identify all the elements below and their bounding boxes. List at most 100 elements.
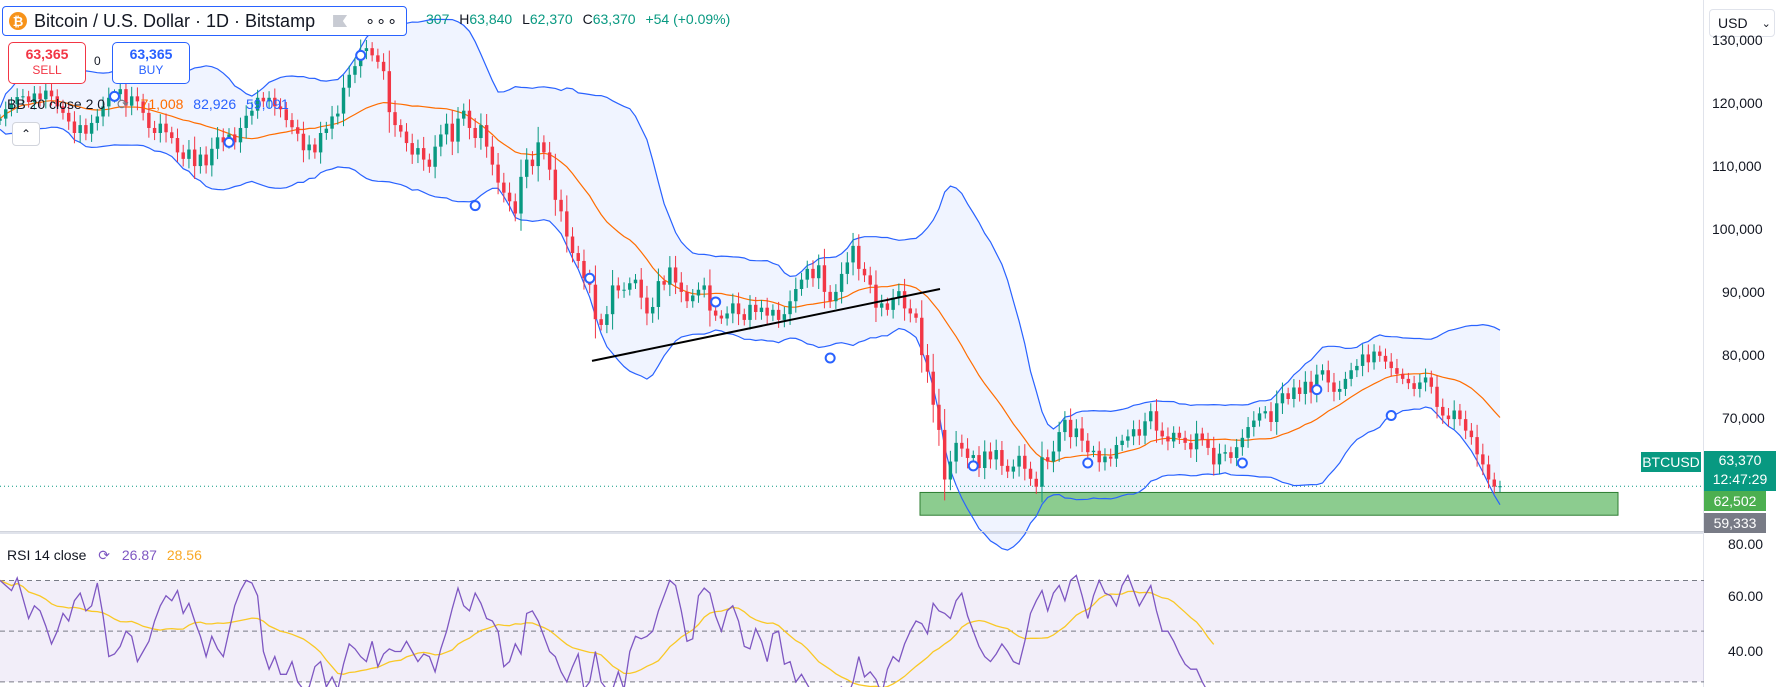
- candle-body: [284, 109, 288, 121]
- currency-select[interactable]: USD ⌄: [1709, 9, 1775, 37]
- price-axis-label: 90,000: [1722, 284, 1765, 300]
- pane-separator[interactable]: [0, 531, 1704, 532]
- candle-body: [307, 144, 311, 151]
- signal-marker: [584, 272, 596, 284]
- bb-legend[interactable]: BB 20 close 2 0 ⟳ 71,008 82,926 59,091: [7, 96, 289, 113]
- candle-body: [1252, 420, 1256, 428]
- candle-body: [942, 429, 947, 480]
- candle-body: [221, 137, 225, 143]
- candle-body: [885, 303, 890, 310]
- candle-body: [1080, 428, 1084, 441]
- candle-body: [1498, 486, 1502, 488]
- candle-body: [1200, 433, 1205, 440]
- high-value: 63,840: [469, 11, 513, 27]
- ellipsis-icon[interactable]: ∘∘∘: [365, 13, 399, 30]
- signal-marker: [1311, 384, 1323, 396]
- candle-body: [530, 159, 535, 167]
- candle-body: [135, 96, 140, 102]
- rsi-line: [0, 573, 1206, 687]
- candle-body: [1120, 440, 1124, 446]
- candle-body: [1275, 403, 1279, 423]
- candle-body: [622, 289, 626, 291]
- candle-body: [313, 144, 317, 153]
- candle-body: [542, 142, 546, 153]
- candle-body: [72, 121, 77, 133]
- candle-body: [1212, 447, 1216, 465]
- candle-body: [1108, 456, 1113, 459]
- candle-body: [502, 182, 506, 193]
- candle-body: [1492, 479, 1496, 487]
- symbol-header[interactable]: ₿ Bitcoin / U.S. Dollar · 1D · Bitstamp …: [2, 6, 408, 36]
- candle-body: [364, 48, 369, 52]
- candle-body: [261, 97, 266, 102]
- candle-body: [295, 127, 300, 134]
- candle-body: [822, 265, 827, 292]
- candle-body: [238, 127, 243, 143]
- refresh-icon[interactable]: ⟳: [98, 547, 110, 563]
- trendline[interactable]: [591, 288, 941, 362]
- candle-body: [301, 133, 306, 151]
- candle-body: [1137, 429, 1142, 436]
- candle-body: [1469, 430, 1474, 438]
- candle-body: [1372, 351, 1376, 363]
- symbol-tag: BTCUSD: [1641, 452, 1701, 472]
- candle-body: [570, 236, 575, 254]
- signal-marker: [223, 136, 235, 148]
- candle-body: [759, 307, 764, 313]
- candle-body: [1389, 361, 1393, 369]
- candle-body: [376, 55, 380, 62]
- buy-label: BUY: [138, 63, 164, 77]
- candle-body: [874, 284, 878, 308]
- signal-marker: [967, 460, 979, 472]
- candle-body: [1435, 386, 1439, 407]
- candle-body: [960, 442, 964, 449]
- candle-body: [765, 307, 769, 316]
- buy-button[interactable]: 63,365 BUY: [112, 42, 190, 84]
- candle-body: [1103, 456, 1107, 463]
- bb-upper-line: [0, 18, 1501, 430]
- candle-body: [1131, 429, 1136, 437]
- candle-body: [633, 279, 638, 284]
- candle-body: [937, 404, 941, 430]
- flag-icon[interactable]: [333, 15, 348, 27]
- price-axis-label: 70,000: [1722, 410, 1765, 426]
- candle-body: [1366, 354, 1371, 363]
- rsi-axis-label: 40.00: [1728, 643, 1764, 659]
- candle-body: [754, 304, 758, 313]
- candle-body: [1229, 452, 1233, 458]
- candle-body: [576, 253, 580, 261]
- support-zone-rect: [919, 491, 1619, 516]
- rsi-axis-label: 80.00: [1728, 536, 1764, 552]
- candle-body: [748, 304, 752, 320]
- candle-body: [416, 148, 420, 155]
- candle-body: [255, 97, 260, 111]
- candle-body: [650, 306, 655, 314]
- rsi-legend[interactable]: RSI 14 close ⟳ 26.87 28.56: [7, 547, 202, 564]
- candle-body: [318, 133, 323, 153]
- candle-body: [1017, 455, 1021, 467]
- candle-body: [662, 281, 666, 285]
- candle-body: [610, 285, 615, 315]
- candle-body: [215, 137, 220, 149]
- candle-body: [702, 285, 706, 290]
- bb-lower-value: 59,091: [246, 96, 289, 112]
- refresh-icon[interactable]: ⟳: [116, 96, 129, 112]
- pane-resize-handle: [0, 531, 1704, 532]
- candle-body: [1097, 450, 1101, 463]
- candle-body: [1441, 406, 1445, 416]
- candle-body: [1040, 457, 1044, 487]
- spread-value: 0: [94, 54, 101, 68]
- collapse-legend-button[interactable]: ⌃: [12, 122, 40, 146]
- bb-upper-value: 71,008: [140, 96, 184, 112]
- low-label: L: [522, 11, 530, 27]
- candle-body: [1005, 465, 1010, 472]
- candle-body: [66, 112, 71, 122]
- candle-body: [691, 295, 695, 302]
- candle-body: [914, 313, 918, 318]
- candle-body: [192, 149, 197, 167]
- sell-button[interactable]: 63,365 SELL: [8, 42, 86, 84]
- candle-body: [433, 146, 437, 167]
- candle-body: [462, 110, 466, 119]
- signal-markers: [109, 49, 1397, 472]
